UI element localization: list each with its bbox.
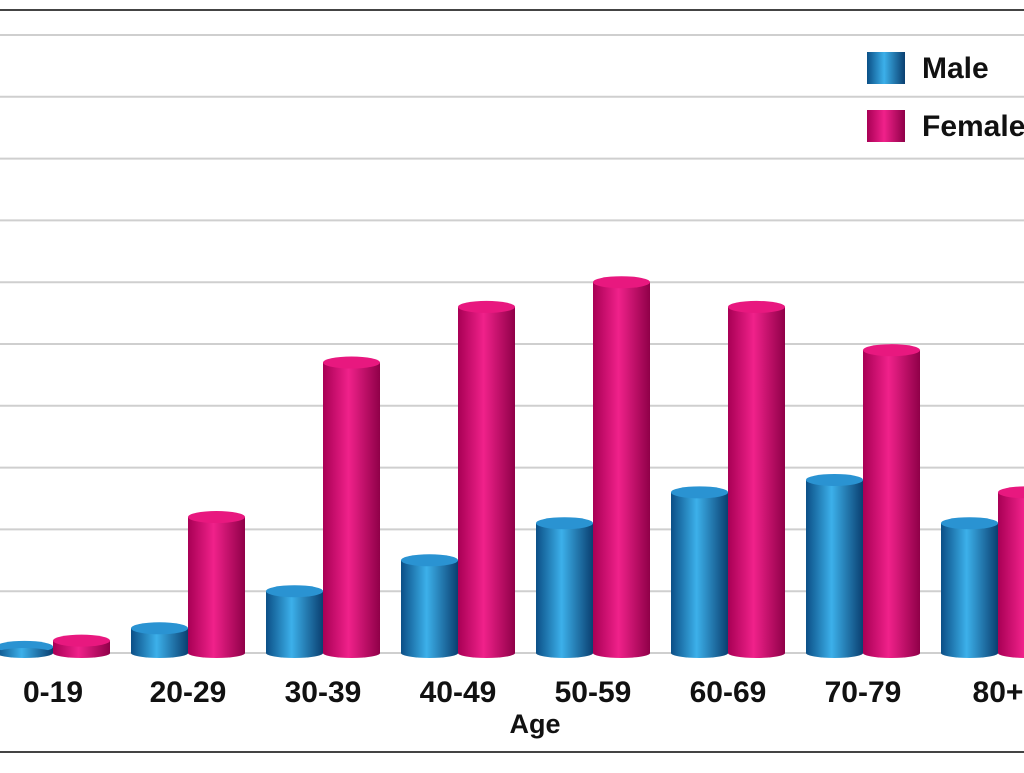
legend-label: Female — [922, 110, 1024, 143]
bar-female — [728, 300, 785, 658]
bar-female — [53, 634, 110, 658]
bar-male — [401, 554, 458, 658]
x-tick-label: 70-79 — [825, 676, 902, 709]
x-tick-labels: 0-19 20-29 30-39 40-49 50-59 60-69 70-79 80+ — [23, 676, 1023, 709]
plot-border — [0, 9, 1024, 753]
legend-item: Female — [867, 110, 1024, 143]
bar-male — [131, 622, 188, 658]
x-tick-label: 20-29 — [150, 676, 227, 709]
bar-male — [0, 640, 53, 658]
bar-male — [266, 585, 323, 658]
x-tick-label: 0-19 — [23, 676, 83, 709]
bar-female — [458, 300, 515, 658]
bar-female — [998, 486, 1024, 658]
x-tick-label: 60-69 — [690, 676, 767, 709]
x-tick-label: 30-39 — [285, 676, 362, 709]
bar-female — [593, 276, 650, 658]
bar-male — [671, 486, 728, 658]
bar-male — [806, 473, 863, 658]
x-tick-label: 80+ — [973, 676, 1024, 709]
bar-female — [863, 344, 920, 658]
x-tick-label: 50-59 — [555, 676, 632, 709]
bar-male — [941, 517, 998, 658]
legend-swatch — [867, 52, 905, 84]
bars — [0, 276, 1024, 658]
bar-male — [536, 517, 593, 658]
legend-label: Male — [922, 52, 989, 85]
x-axis-label: Age — [509, 709, 560, 739]
legend-swatch — [867, 110, 905, 142]
x-tick-label: 40-49 — [420, 676, 497, 709]
bar-female — [323, 356, 380, 658]
bar-female — [188, 511, 245, 658]
legend-item: Male — [867, 52, 989, 85]
legend: Male Female — [867, 52, 1024, 143]
